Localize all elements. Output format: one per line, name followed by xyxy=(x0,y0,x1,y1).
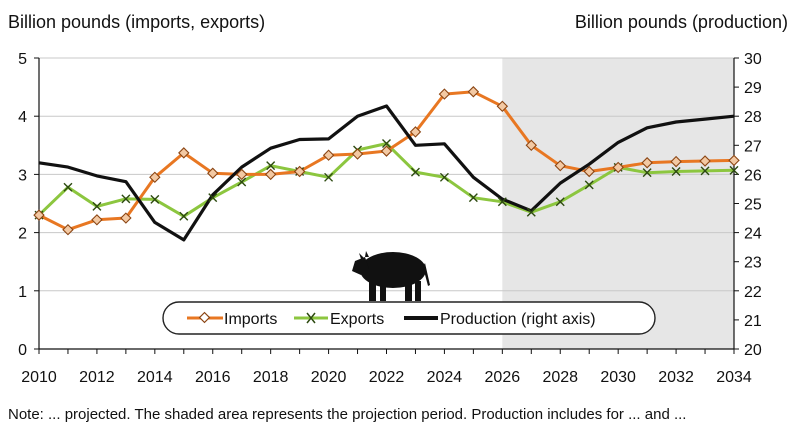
exports-point xyxy=(382,139,391,149)
exports-point xyxy=(555,197,565,207)
legend-exports-label: Exports xyxy=(330,311,384,328)
imports-point xyxy=(351,148,364,160)
exports-point xyxy=(208,193,218,203)
chart-note: Note: ... projected. The shaded area rep… xyxy=(8,406,687,423)
exports-point xyxy=(63,182,73,192)
imports-point xyxy=(149,171,161,184)
x-tick-label: 2024 xyxy=(427,369,463,386)
legend-production: Production (right axis) xyxy=(404,311,596,328)
imports-point xyxy=(467,86,480,98)
right-tick-label: 25 xyxy=(744,197,762,214)
left-ticks: 0 1 2 3 4 5 xyxy=(18,51,39,359)
exports-point xyxy=(497,197,507,207)
left-tick-label: 5 xyxy=(18,51,27,68)
exports-point xyxy=(237,177,247,187)
imports-point xyxy=(699,155,711,167)
right-tick-label: 28 xyxy=(744,109,762,126)
x-tick-label: 2026 xyxy=(485,369,521,386)
left-axis-title: Billion pounds (imports, exports) xyxy=(8,12,265,32)
imports-point xyxy=(62,223,74,236)
left-tick-label: 4 xyxy=(18,109,27,126)
right-tick-label: 26 xyxy=(744,167,762,184)
left-tick-label: 1 xyxy=(18,284,27,301)
imports-point xyxy=(438,88,451,100)
exports-point xyxy=(266,161,276,171)
imports-point xyxy=(322,149,335,161)
legend-imports: Imports xyxy=(187,311,277,328)
series-markers xyxy=(33,86,740,236)
x-tick-label: 2022 xyxy=(369,369,405,386)
x-tick-label: 2014 xyxy=(137,369,173,386)
imports-point xyxy=(235,168,248,181)
x-tick-label: 2032 xyxy=(658,369,694,386)
legend-exports-marker xyxy=(306,312,316,324)
imports-point xyxy=(554,159,566,172)
right-tick-label: 27 xyxy=(744,138,762,155)
right-axis-title: Billion pounds (production) xyxy=(575,12,788,32)
exports-point xyxy=(121,194,131,204)
x-tick-label: 2034 xyxy=(716,369,752,386)
exports-point xyxy=(526,207,536,217)
exports-point xyxy=(468,193,478,203)
x-tick-label: 2028 xyxy=(542,369,578,386)
imports-point xyxy=(612,161,624,174)
imports-point xyxy=(496,100,509,113)
right-tick-label: 23 xyxy=(744,255,762,272)
exports-point xyxy=(92,201,102,211)
x-tick-label: 2012 xyxy=(79,369,115,386)
imports-point xyxy=(728,154,740,167)
imports-point xyxy=(207,167,219,179)
legend: Imports Exports Production (right axis) xyxy=(162,301,656,335)
x-tick-label: 2020 xyxy=(311,369,347,386)
exports-point xyxy=(150,194,160,204)
exports-point xyxy=(700,166,710,176)
imports-point xyxy=(33,209,45,221)
right-tick-label: 29 xyxy=(744,80,762,97)
cow-icon xyxy=(352,251,430,301)
imports-point xyxy=(583,165,595,178)
exports-point xyxy=(642,168,652,178)
exports-point xyxy=(671,166,681,176)
imports-point xyxy=(525,139,538,152)
right-tick-label: 21 xyxy=(744,313,762,330)
exports-point xyxy=(410,167,420,177)
x-tick-label: 2010 xyxy=(21,369,57,386)
right-ticks: 20 21 22 23 24 25 26 27 28 29 30 xyxy=(734,51,762,359)
right-tick-label: 30 xyxy=(744,51,762,68)
right-tick-label: 22 xyxy=(744,284,762,301)
imports-point xyxy=(178,147,190,159)
exports-point xyxy=(584,180,594,190)
legend-production-label: Production (right axis) xyxy=(440,311,596,328)
imports-point xyxy=(409,126,422,138)
exports-point xyxy=(439,172,449,182)
imports-point xyxy=(670,155,682,168)
x-tick-label: 2018 xyxy=(253,369,289,386)
imports-point xyxy=(641,157,653,169)
legend-imports-label: Imports xyxy=(224,311,277,328)
series-line-production xyxy=(38,104,735,242)
legend-imports-marker xyxy=(198,311,211,324)
imports-point xyxy=(293,165,306,178)
x-tick-label: 2030 xyxy=(600,369,636,386)
left-tick-label: 2 xyxy=(18,226,27,243)
exports-point xyxy=(729,165,739,175)
left-tick-label: 0 xyxy=(18,342,27,359)
x-ticks: 2010 2012 2014 2016 2018 2020 2022 2024 2026 2028… xyxy=(21,349,752,386)
imports-point xyxy=(264,168,277,181)
imports-point xyxy=(380,145,393,157)
left-tick-label: 3 xyxy=(18,167,27,184)
legend-exports: Exports xyxy=(294,311,384,328)
imports-point xyxy=(91,214,103,226)
exports-point xyxy=(324,172,334,182)
x-tick-label: 2016 xyxy=(195,369,231,386)
right-tick-label: 24 xyxy=(744,226,762,243)
right-tick-label: 20 xyxy=(744,342,762,359)
exports-point xyxy=(179,211,189,221)
imports-point xyxy=(120,212,132,224)
